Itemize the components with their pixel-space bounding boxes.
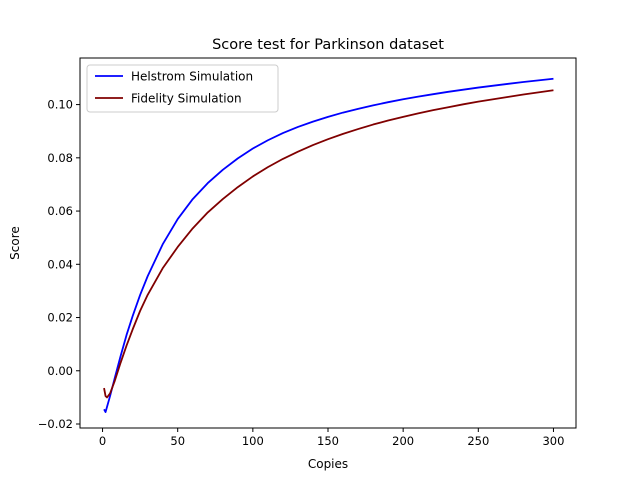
- y-tick-label: 0.08: [47, 151, 73, 165]
- y-tick-label: −0.02: [38, 417, 73, 431]
- series-line-fidelity: [103, 89, 554, 399]
- x-axis-label: Copies: [308, 457, 348, 471]
- legend-label-helstrom: Helstrom Simulation: [131, 70, 253, 84]
- legend: Helstrom Simulation Fidelity Simulation: [86, 64, 279, 113]
- legend-box: [86, 64, 279, 113]
- chart-title: Score test for Parkinson dataset: [212, 37, 444, 53]
- y-tick-label: 0.06: [47, 204, 73, 218]
- y-tick-label: 0.04: [47, 257, 73, 271]
- legend-label-fidelity: Fidelity Simulation: [131, 92, 242, 106]
- series-line-helstrom: [103, 77, 554, 413]
- x-tick-label: 0: [99, 434, 106, 448]
- x-tick-label: 250: [467, 434, 489, 448]
- y-axis-ticks: −0.02 0.00 0.02 0.04 0.06 0.08 0.10: [38, 98, 80, 431]
- y-tick-label: 0.02: [47, 311, 73, 325]
- y-axis-label: Score: [8, 226, 22, 260]
- x-tick-label: 200: [392, 434, 414, 448]
- x-tick-label: 50: [170, 434, 185, 448]
- plot-area: 0 50 100 150 200 250 300 −0.02 0.00 0.02 0.04 0.06…: [38, 57, 577, 448]
- x-tick-label: 300: [542, 434, 564, 448]
- y-tick-label: 0.00: [47, 364, 73, 378]
- series-layer: [103, 77, 554, 413]
- x-tick-label: 100: [242, 434, 264, 448]
- x-axis-ticks: 0 50 100 150 200 250 300: [99, 428, 564, 448]
- y-tick-label: 0.10: [47, 98, 73, 112]
- x-tick-label: 150: [317, 434, 339, 448]
